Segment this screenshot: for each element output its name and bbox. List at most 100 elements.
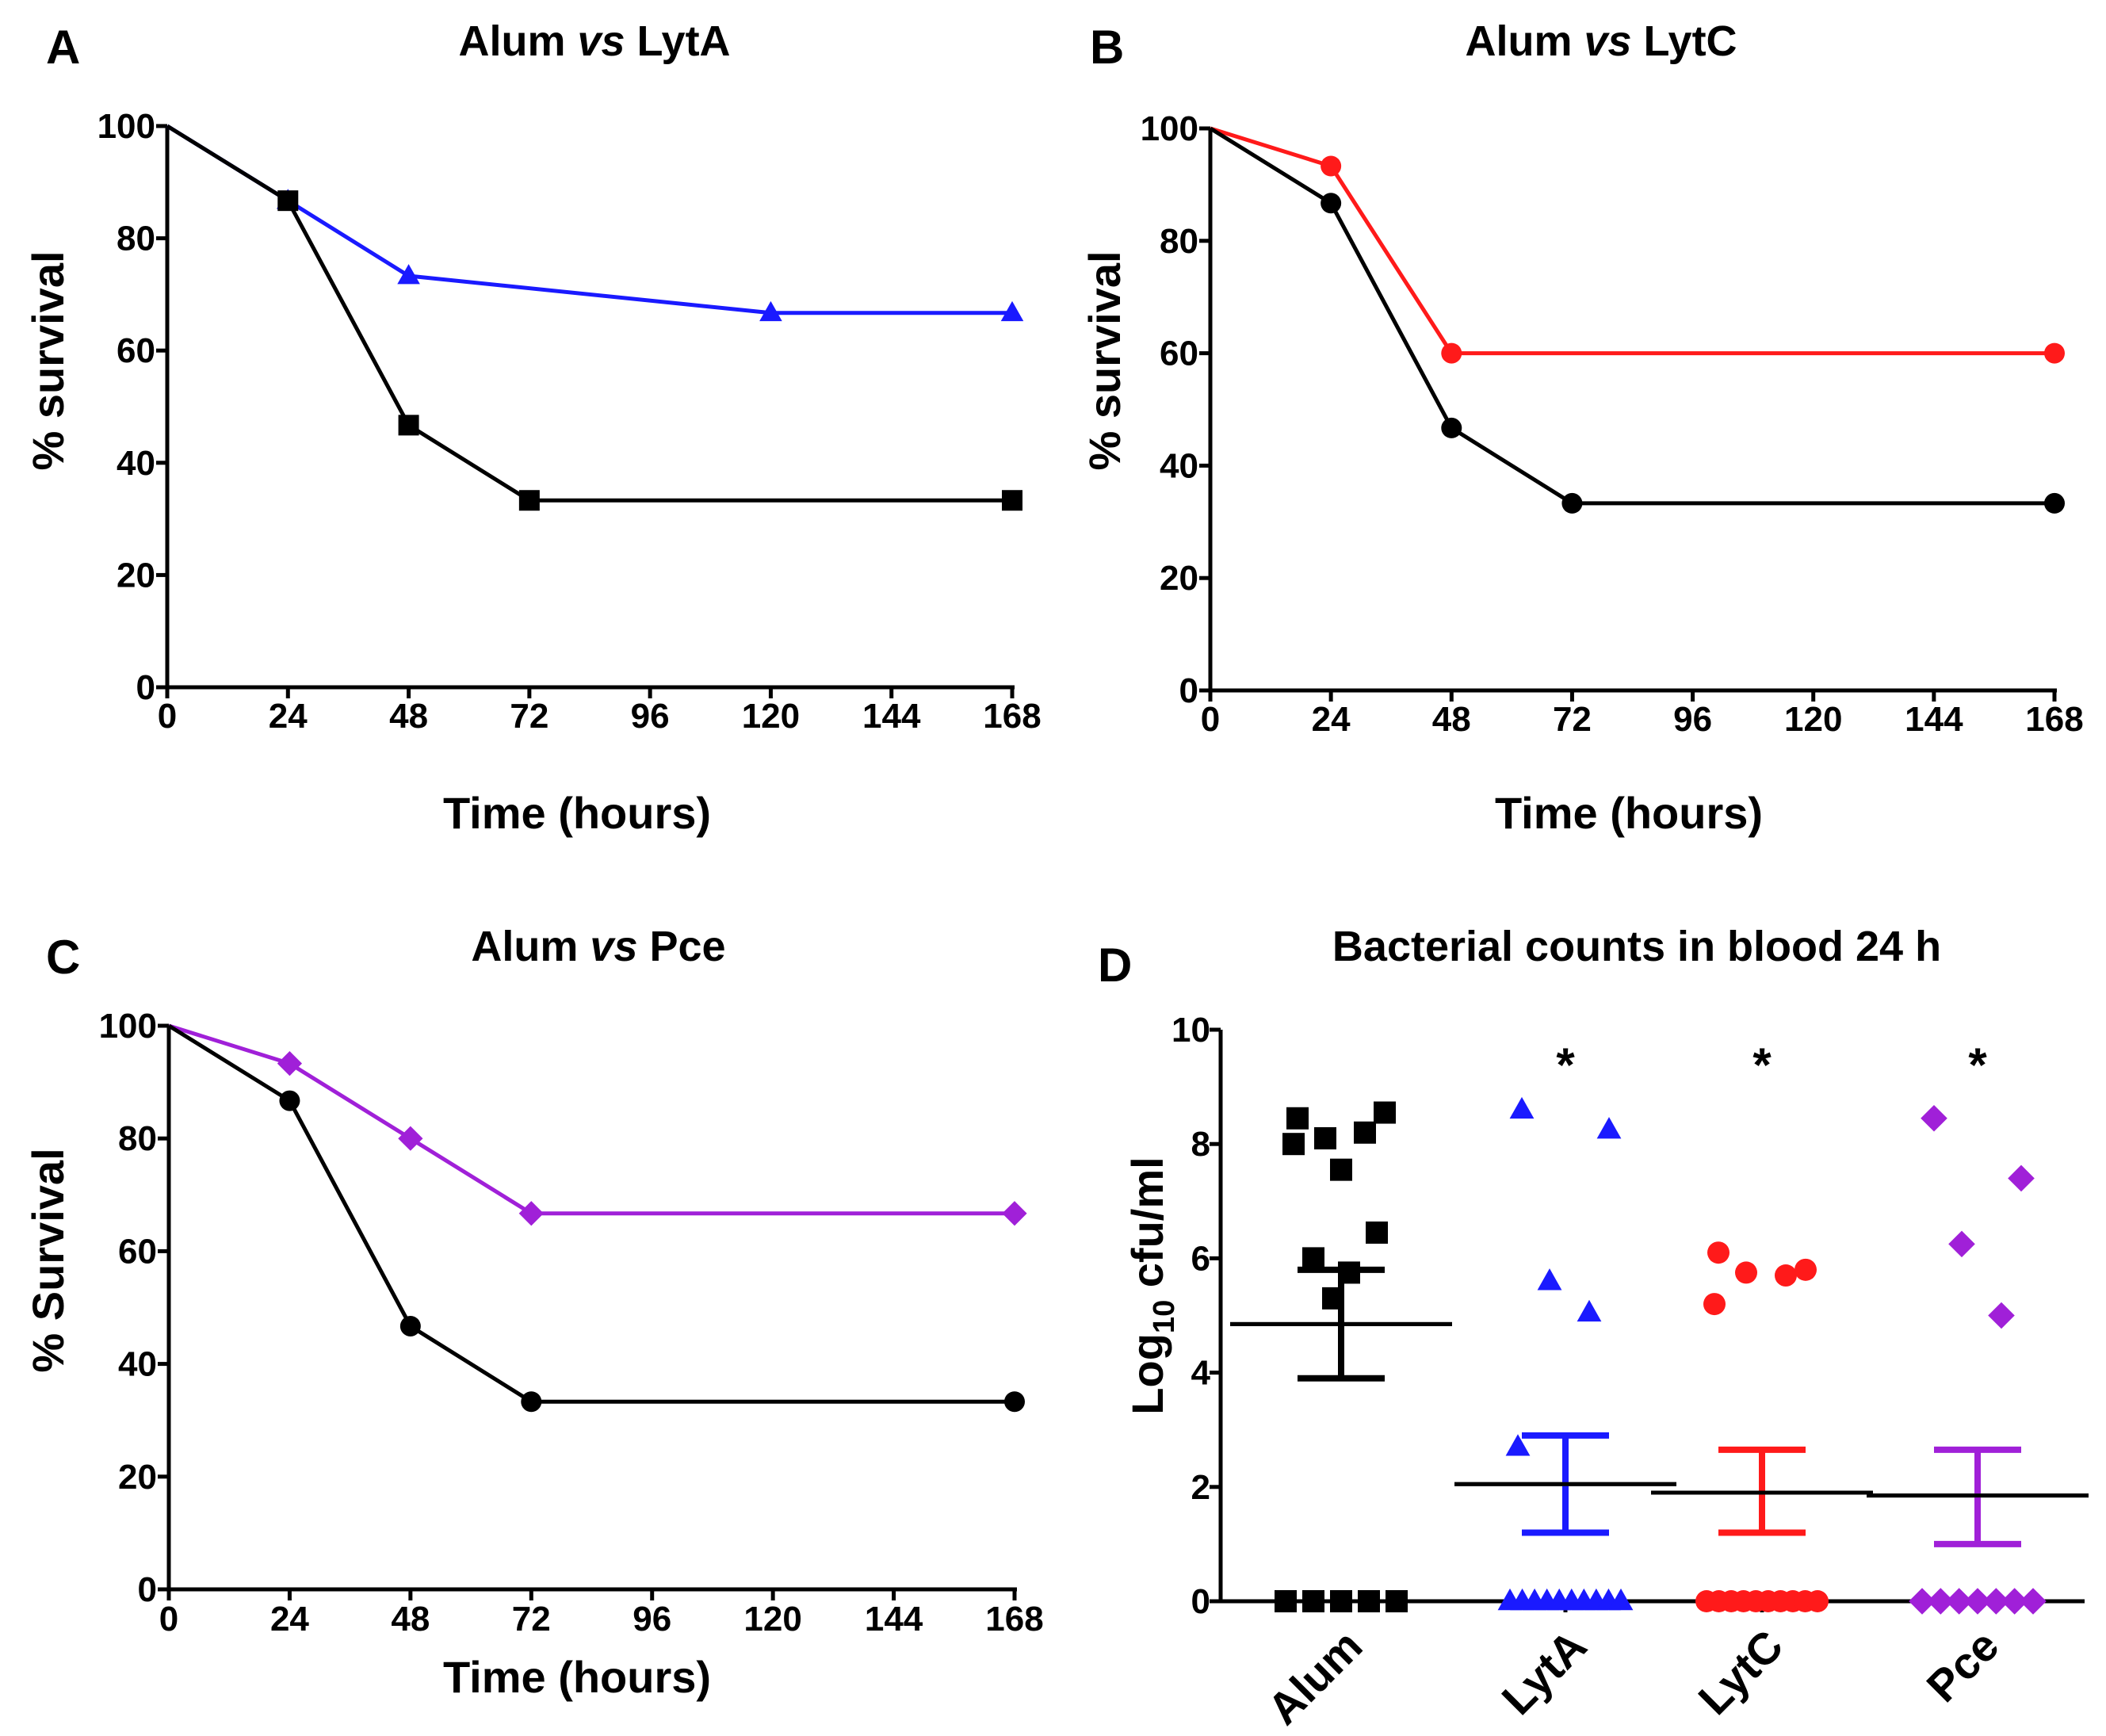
panel-a-alum-point [398, 415, 419, 436]
panel-d-alum-point [1374, 1101, 1396, 1124]
panel-c-title: Alum vs Pce [471, 923, 725, 970]
panel-b-ylabel: % survival [1080, 250, 1129, 470]
panel-d-title: Bacterial counts in blood 24 h [1332, 923, 1941, 970]
panel-c-pce-point [518, 1201, 544, 1226]
panel-c-ytick-label: 100 [99, 1007, 157, 1046]
panel-a-xtick-label: 120 [742, 697, 800, 736]
panel-b-xtick-label: 120 [1784, 700, 1842, 739]
panel-d-ytick-label: 4 [1191, 1354, 1211, 1393]
panel-c-ytick-label: 40 [118, 1345, 157, 1384]
panel-b-alum-point [1441, 417, 1462, 438]
panel-label-a: A [46, 21, 80, 74]
panel-b-xtick-label: 0 [1201, 700, 1220, 739]
panel-c-alum-point [521, 1391, 542, 1413]
panel-d-alum-point [1314, 1126, 1336, 1149]
panel-d-lytc-point [1775, 1264, 1797, 1287]
panel-b-ytick-label: 100 [1141, 109, 1198, 148]
panel-c-ytick-label: 0 [138, 1570, 157, 1609]
panel-b-alum-point [2044, 492, 2065, 514]
panel-a-alum-point [518, 490, 540, 511]
panel-c-pce-line [168, 1023, 1015, 1216]
panel-d-significance-lyta: * [1556, 1038, 1575, 1092]
panel-d-alum-point [1386, 1590, 1408, 1612]
panel-d-lyta-point [1577, 1299, 1602, 1322]
panel-d-lyta-point [1608, 1588, 1634, 1611]
panel-c-xtick-label: 144 [865, 1600, 923, 1638]
panel-b-xtick-label: 168 [2025, 700, 2083, 739]
panel-d-alum-point [1286, 1107, 1309, 1130]
panel-a: A Alum vs LytA Time (hours) % survival 0… [23, 17, 1042, 838]
panel-c-ytick-label: 20 [118, 1458, 157, 1497]
panel-c-ylabel: % Survival [23, 1148, 73, 1372]
panel-d-alum-point [1275, 1590, 1297, 1612]
panel-d-pce-point [2020, 1588, 2047, 1615]
panel-d-alum-point [1354, 1121, 1376, 1144]
panel-c-xtick-label: 120 [743, 1600, 801, 1638]
panel-d-alum-point [1330, 1590, 1352, 1612]
panel-d-pce-point [1948, 1230, 1975, 1258]
panel-b-lytc-point [1441, 342, 1462, 364]
panel-d-ylabel: Log10 cfu/ml [1122, 1157, 1181, 1414]
panel-b-ytick-label: 0 [1179, 671, 1198, 710]
panel-d-lytc-point [1806, 1590, 1829, 1612]
panel-b-xtick-label: 144 [1905, 700, 1963, 739]
panel-a-alum-point [277, 190, 299, 212]
panel-b-lytc-point [2044, 342, 2065, 364]
panel-d-pce-point [1927, 1588, 1955, 1615]
panel-d-pce-point [1988, 1302, 2015, 1329]
panel-label-b: B [1090, 21, 1124, 74]
panel-d-pce-point [2008, 1164, 2035, 1192]
panel-c-pce-point [1002, 1201, 1027, 1226]
panel-a-lyta-point [1000, 300, 1024, 322]
panel-c-xtick-label: 96 [633, 1600, 671, 1638]
panel-b-xtick-label: 72 [1553, 700, 1592, 739]
panel-b-xlabel: Time (hours) [1495, 788, 1763, 838]
panel-c-xlabel: Time (hours) [443, 1652, 711, 1702]
panel-c-alum-point [399, 1315, 421, 1336]
panel-label-d: D [1098, 939, 1132, 992]
panel-d-ytick-label: 2 [1191, 1468, 1210, 1507]
panel-d-pce-point [1909, 1588, 1936, 1615]
panel-d-pce-point [2001, 1588, 2028, 1615]
panel-d-ytick-label: 0 [1191, 1582, 1210, 1621]
panel-c-pce-point [277, 1051, 303, 1076]
panel-d-lytc-point [1794, 1258, 1817, 1281]
panel-d-ytick-label: 10 [1171, 1011, 1210, 1050]
panel-c-xtick-label: 0 [159, 1600, 178, 1638]
panel-a-ylabel: % survival [23, 250, 73, 470]
panel-d-lytc-point [1707, 1241, 1730, 1264]
panel-d-ytick-label: 6 [1191, 1239, 1210, 1278]
panel-b-lytc-point [1321, 155, 1342, 177]
panel-b: B Alum vs LytC Time (hours) % survival 0… [1080, 17, 2084, 838]
panel-c-xtick-label: 48 [391, 1600, 430, 1638]
panel-a-ytick-label: 100 [97, 107, 155, 146]
panel-a-xtick-label: 144 [862, 697, 921, 736]
panel-b-ytick-label: 80 [1160, 222, 1198, 261]
panel-c-alum-point [279, 1090, 300, 1111]
panel-b-ytick-label: 40 [1160, 446, 1198, 485]
panel-d-alum-point [1358, 1590, 1380, 1612]
panel-b-alum-point [1561, 492, 1583, 514]
panel-b-alum-point [1321, 193, 1342, 214]
panel-a-xtick-label: 24 [269, 697, 308, 736]
panel-d-lyta-point [1505, 1434, 1531, 1456]
panel-c-ytick-label: 80 [118, 1119, 157, 1158]
panel-a-ytick-label: 0 [136, 668, 155, 707]
panel-c-alum-point [1004, 1391, 1025, 1413]
panel-c-xtick-label: 72 [512, 1600, 551, 1638]
panel-a-ytick-label: 60 [117, 331, 155, 370]
panel-c-xtick-label: 168 [985, 1600, 1043, 1638]
panel-a-ytick-label: 20 [117, 556, 155, 595]
panel-d-alum-point [1366, 1221, 1388, 1244]
panel-d-category-label-lytc: LytC [1688, 1620, 1792, 1724]
panel-d-alum-point [1302, 1247, 1324, 1270]
panel-a-xtick-label: 72 [510, 697, 548, 736]
panel-a-xlabel: Time (hours) [443, 788, 711, 838]
panel-d-significance-pce: * [1968, 1038, 1987, 1092]
panel-d-alum-point [1330, 1158, 1352, 1181]
panel-a-ytick-label: 80 [117, 220, 155, 258]
panel-b-lytc-line [1210, 126, 2054, 356]
panel-c-xtick-label: 24 [270, 1600, 309, 1638]
panel-b-alum-line [1209, 126, 2054, 506]
